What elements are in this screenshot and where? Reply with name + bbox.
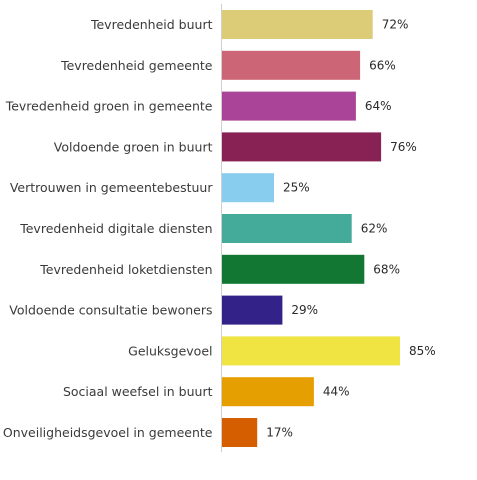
category-label: Voldoende consultatie bewoners <box>9 303 212 318</box>
value-label: 44% <box>323 385 350 399</box>
category-label: Tevredenheid buurt <box>90 17 213 32</box>
bar <box>221 254 365 284</box>
bar <box>221 50 361 80</box>
category-label: Tevredenheid loketdiensten <box>39 262 212 277</box>
bar <box>221 214 352 243</box>
value-label: 68% <box>373 262 400 276</box>
bar <box>221 336 400 366</box>
bars-layer: Tevredenheid buurt 72% Tevredenheid gemeen… <box>3 10 436 447</box>
bar <box>221 10 373 39</box>
value-label: 72% <box>382 18 409 32</box>
value-label: 17% <box>266 426 293 440</box>
category-label: Geluksgevoel <box>128 343 212 358</box>
category-label: Voldoende groen in buurt <box>54 139 213 154</box>
value-label: 25% <box>283 181 310 195</box>
bar <box>221 91 356 121</box>
value-label: 29% <box>291 303 318 317</box>
category-label: Tevredenheid digitale diensten <box>19 221 212 236</box>
category-label: Onveiligheidsgevoel in gemeente <box>3 425 213 440</box>
category-label: Tevredenheid gemeente <box>60 58 213 73</box>
value-label: 62% <box>361 222 388 236</box>
value-label: 85% <box>409 344 436 358</box>
value-label: 76% <box>390 140 417 154</box>
category-label: Sociaal weefsel in buurt <box>63 384 213 399</box>
value-label: 66% <box>369 58 396 72</box>
category-label: Vertrouwen in gemeentebestuur <box>10 180 214 195</box>
value-label: 64% <box>365 99 392 113</box>
bar <box>221 132 382 162</box>
bar <box>221 173 274 203</box>
bar <box>221 418 258 447</box>
bar <box>221 295 283 325</box>
bar <box>221 377 314 407</box>
category-label: Tevredenheid groen in gemeente <box>5 99 213 114</box>
